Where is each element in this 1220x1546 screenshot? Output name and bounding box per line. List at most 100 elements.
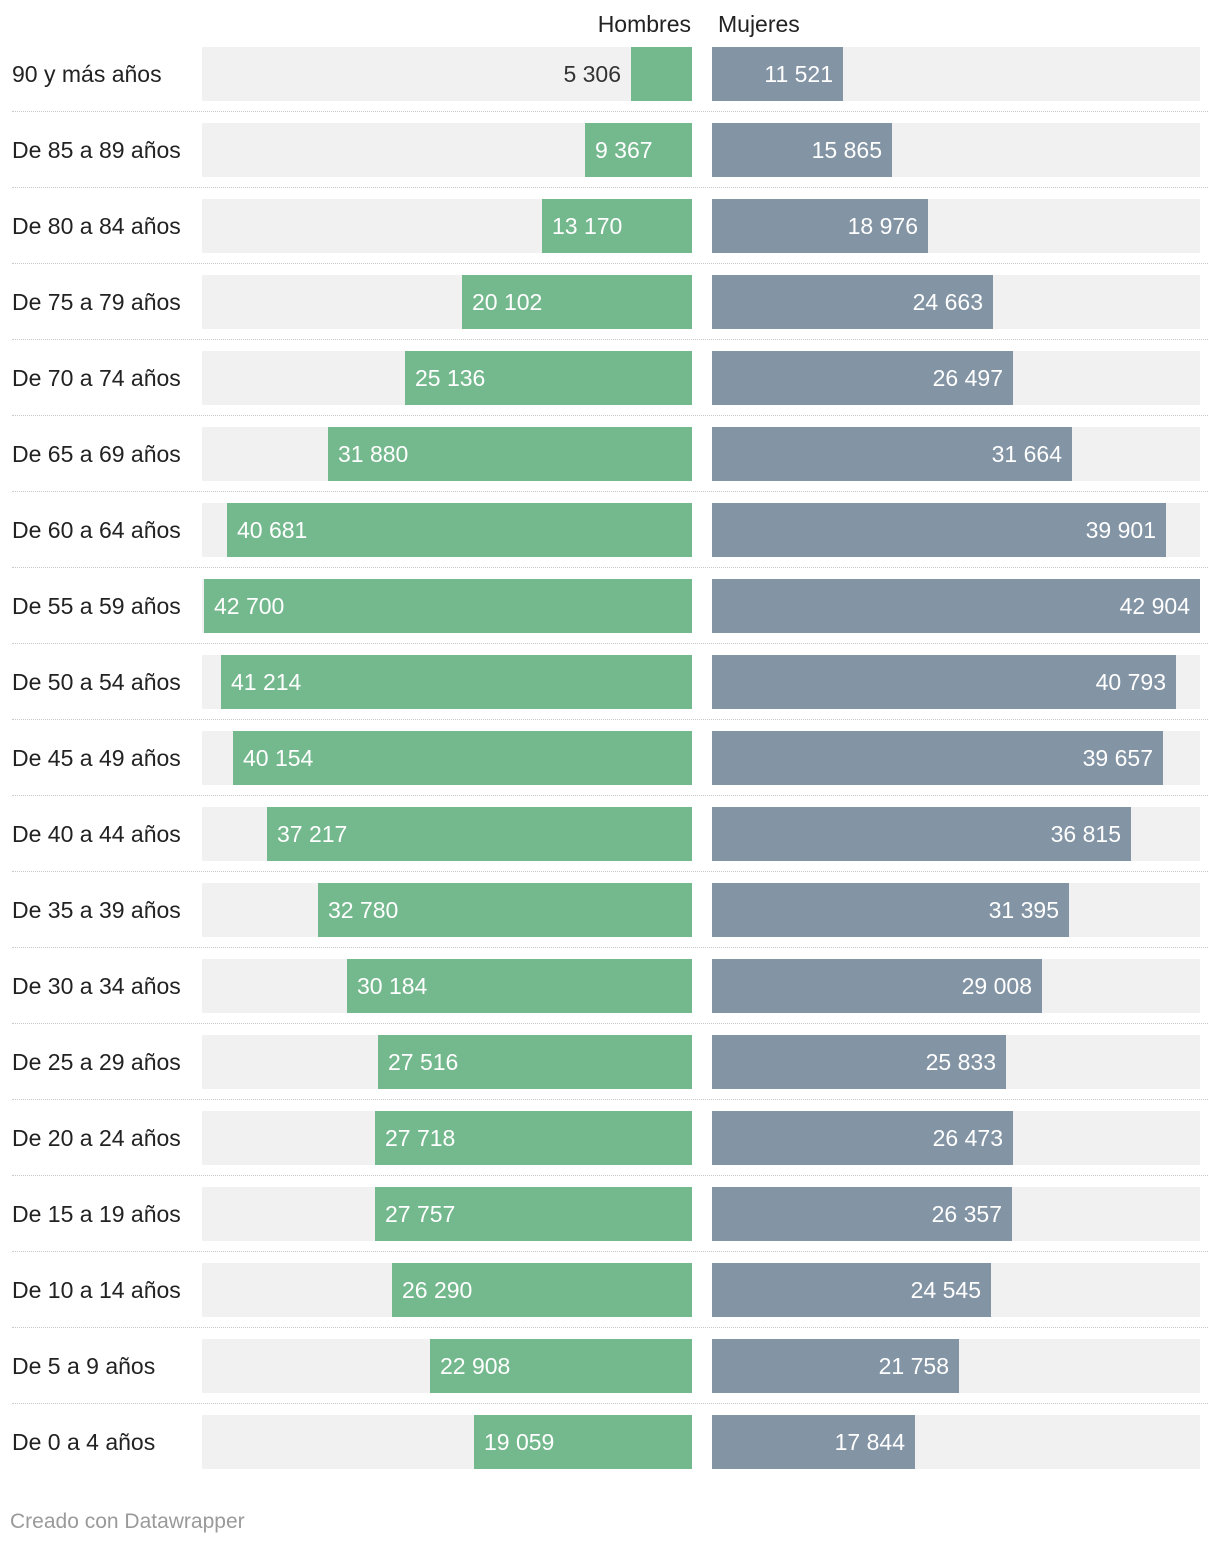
value-label-mujeres: 18 976 (847, 213, 918, 239)
bar-hombres[interactable] (204, 579, 692, 633)
bar-hombres[interactable] (405, 351, 692, 405)
bar-mujeres[interactable] (712, 883, 1069, 937)
age-group-label: De 70 a 74 años (12, 365, 181, 391)
credit-footer[interactable]: Creado con Datawrapper (10, 1510, 245, 1533)
value-label-hombres: 27 718 (385, 1125, 456, 1151)
row-separator (12, 187, 1208, 188)
value-label-hombres: 37 217 (277, 821, 348, 847)
bar-mujeres[interactable] (712, 731, 1163, 785)
bar-hombres[interactable] (474, 1415, 692, 1469)
age-group-label: De 25 a 29 años (12, 1049, 181, 1075)
value-label-hombres: 27 757 (385, 1201, 456, 1227)
bar-mujeres[interactable] (712, 579, 1200, 633)
age-group-label: De 5 a 9 años (12, 1353, 156, 1379)
row-separator (12, 719, 1208, 720)
age-group-label: De 0 a 4 años (12, 1429, 156, 1455)
value-label-mujeres: 15 865 (811, 137, 882, 163)
row-separator (12, 1023, 1208, 1024)
row-separator (12, 339, 1208, 340)
row-separator (12, 1251, 1208, 1252)
value-label-mujeres: 11 521 (764, 61, 833, 87)
bar-hombres[interactable] (378, 1035, 692, 1089)
bar-mujeres[interactable] (712, 351, 1013, 405)
value-label-mujeres: 26 473 (932, 1125, 1003, 1151)
bar-hombres[interactable] (227, 503, 692, 557)
age-group-label: De 80 a 84 años (12, 213, 181, 239)
bar-mujeres[interactable] (712, 47, 843, 101)
bar-hombres[interactable] (267, 807, 692, 861)
age-group-label: De 35 a 39 años (12, 897, 181, 923)
value-label-mujeres: 31 395 (988, 897, 1059, 923)
value-label-mujeres: 26 497 (932, 365, 1003, 391)
row-separator (12, 871, 1208, 872)
bar-mujeres[interactable] (712, 199, 928, 253)
age-group-label: De 75 a 79 años (12, 289, 181, 315)
value-label-hombres: 27 516 (388, 1049, 459, 1075)
age-group-label: De 20 a 24 años (12, 1125, 181, 1151)
header-mujeres: Mujeres (718, 11, 800, 37)
value-label-hombres: 42 700 (214, 593, 285, 619)
row-separator (12, 415, 1208, 416)
bar-mujeres[interactable] (712, 1035, 1006, 1089)
bar-mujeres[interactable] (712, 1263, 991, 1317)
bar-mujeres[interactable] (712, 959, 1042, 1013)
bar-mujeres[interactable] (712, 427, 1072, 481)
bar-mujeres[interactable] (712, 275, 993, 329)
row-separator (12, 795, 1208, 796)
bar-mujeres[interactable] (712, 503, 1166, 557)
row-separator (12, 491, 1208, 492)
value-label-mujeres: 31 664 (991, 441, 1062, 467)
value-label-hombres: 31 880 (338, 441, 409, 467)
value-label-mujeres: 42 904 (1119, 593, 1190, 619)
age-group-label: De 45 a 49 años (12, 745, 181, 771)
bar-mujeres[interactable] (712, 1339, 959, 1393)
bar-mujeres[interactable] (712, 123, 892, 177)
value-label-mujeres: 21 758 (878, 1353, 949, 1379)
bar-hombres[interactable] (631, 47, 692, 101)
bar-mujeres[interactable] (712, 655, 1176, 709)
value-label-hombres: 20 102 (472, 289, 543, 315)
value-label-mujeres: 24 663 (912, 289, 983, 315)
bar-track-hombres (202, 47, 692, 101)
value-label-hombres: 25 136 (415, 365, 486, 391)
value-label-hombres: 5 306 (563, 61, 621, 87)
value-label-hombres: 26 290 (402, 1277, 473, 1303)
bar-hombres[interactable] (375, 1111, 692, 1165)
age-group-label: 90 y más años (12, 61, 162, 87)
bar-mujeres[interactable] (712, 1415, 915, 1469)
age-group-label: De 10 a 14 años (12, 1277, 181, 1303)
value-label-hombres: 9 367 (595, 137, 653, 163)
bar-hombres[interactable] (430, 1339, 692, 1393)
bar-hombres[interactable] (328, 427, 692, 481)
age-group-label: De 85 a 89 años (12, 137, 181, 163)
bar-hombres[interactable] (542, 199, 692, 253)
bar-mujeres[interactable] (712, 807, 1131, 861)
value-label-hombres: 41 214 (231, 669, 302, 695)
row-separator (12, 947, 1208, 948)
age-group-label: De 55 a 59 años (12, 593, 181, 619)
age-group-label: De 60 a 64 años (12, 517, 181, 543)
bar-hombres[interactable] (375, 1187, 692, 1241)
value-label-hombres: 40 154 (243, 745, 314, 771)
bar-hombres[interactable] (462, 275, 692, 329)
value-label-hombres: 22 908 (440, 1353, 511, 1379)
bar-mujeres[interactable] (712, 1111, 1013, 1165)
bar-hombres[interactable] (233, 731, 692, 785)
value-label-hombres: 19 059 (484, 1429, 555, 1455)
bar-hombres[interactable] (392, 1263, 692, 1317)
age-group-label: De 15 a 19 años (12, 1201, 181, 1227)
bar-hombres[interactable] (318, 883, 692, 937)
bar-hombres[interactable] (221, 655, 692, 709)
bar-hombres[interactable] (347, 959, 692, 1013)
bar-mujeres[interactable] (712, 1187, 1012, 1241)
row-separator (12, 1327, 1208, 1328)
value-label-mujeres: 39 657 (1082, 745, 1153, 771)
value-label-mujeres: 29 008 (961, 973, 1032, 999)
age-group-label: De 65 a 69 años (12, 441, 181, 467)
value-label-mujeres: 26 357 (931, 1201, 1002, 1227)
value-label-mujeres: 39 901 (1085, 517, 1156, 543)
age-group-label: De 50 a 54 años (12, 669, 181, 695)
bar-hombres[interactable] (585, 123, 692, 177)
value-label-mujeres: 36 815 (1050, 821, 1121, 847)
